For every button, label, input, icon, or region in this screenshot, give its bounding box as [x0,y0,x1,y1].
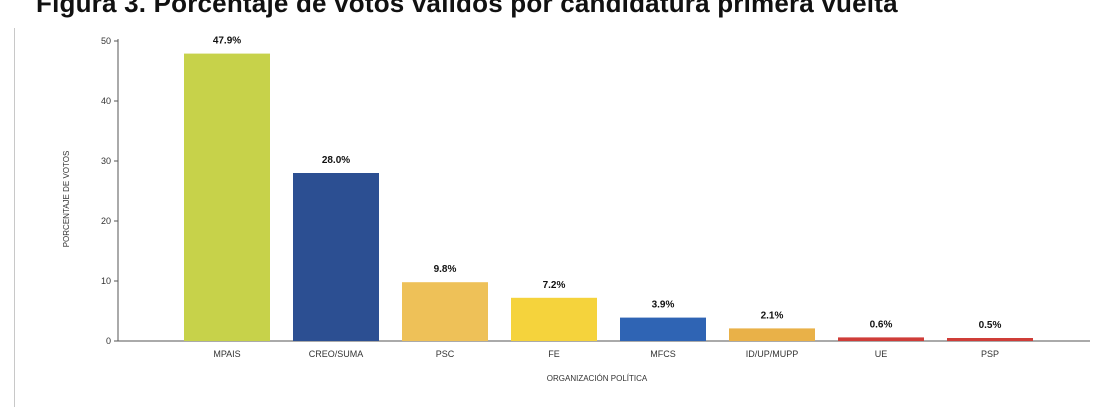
bar-psc [402,282,488,341]
x-tick-label: PSC [436,349,455,359]
y-tick-label: 50 [101,36,111,46]
bar-value-label: 3.9% [652,300,675,311]
y-tick-label: 40 [101,96,111,106]
bars: 47.9% MPAIS 28.0% CREO/SUMA 9.8% PSC 7.2% FE 3.9… [184,36,1033,359]
x-tick-label: PSP [981,349,999,359]
bar-value-label: 0.6% [870,319,893,330]
y-ticks: 0 10 20 30 40 50 [101,36,118,346]
bar-value-label: 47.9% [213,36,241,47]
y-tick-label: 0 [106,336,111,346]
x-tick-label: ID/UP/MUPP [746,349,799,359]
bar-value-label: 7.2% [543,280,566,291]
y-tick-label: 30 [101,156,111,166]
bar-value-label: 0.5% [979,320,1002,331]
x-tick-label: CREO/SUMA [309,349,364,359]
bar-psp [947,338,1033,341]
x-tick-label: UE [875,349,888,359]
x-tick-label: FE [548,349,560,359]
bar-fe [511,297,597,341]
bar-value-label: 9.8% [434,264,457,275]
bar-creo-suma [293,173,379,341]
y-axis-title: PORCENTAJE DE VOTOS [62,151,71,248]
x-axis-title: ORGANIZACIÓN POLÍTICA [547,374,648,383]
chart-title: Figura 3. Porcentaje de votos válidos po… [36,0,898,18]
frame-border [14,28,15,407]
y-tick-label: 20 [101,216,111,226]
bar-value-label: 2.1% [761,310,784,321]
x-tick-label: MFCS [650,349,676,359]
bar-value-label: 28.0% [322,155,350,166]
bar-ue [838,337,924,341]
bar-mpais [184,53,270,341]
bar-id-up-mupp [729,328,815,341]
y-tick-label: 10 [101,276,111,286]
bar-mfcs [620,317,706,341]
x-tick-label: MPAIS [213,349,240,359]
